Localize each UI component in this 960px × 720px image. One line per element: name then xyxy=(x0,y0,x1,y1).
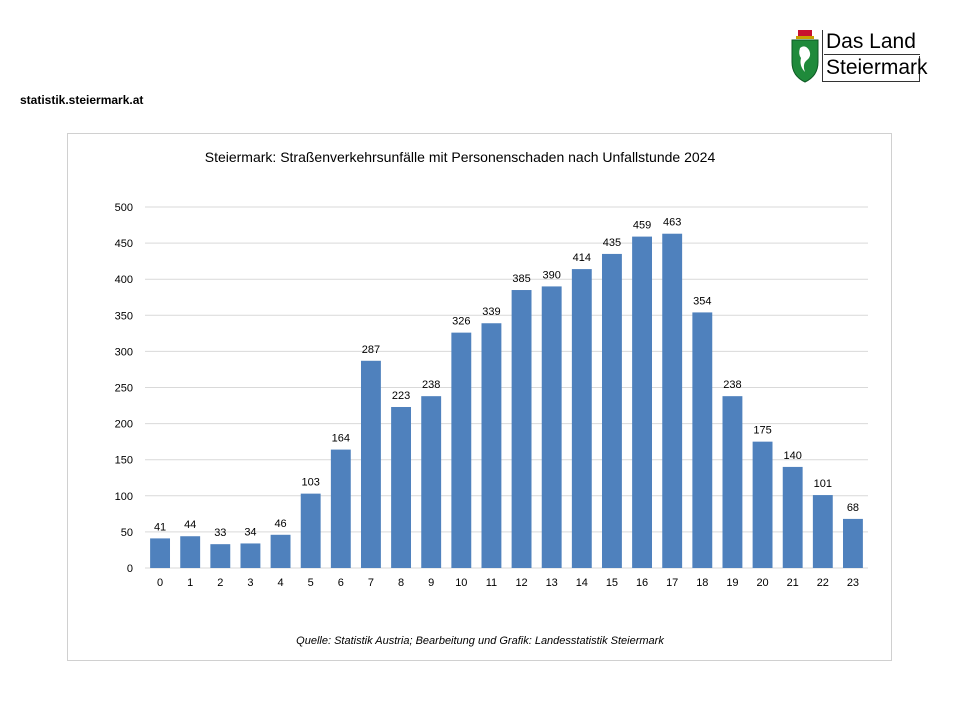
x-tick-label: 2 xyxy=(217,577,223,589)
bar xyxy=(571,269,592,568)
x-tick-label: 23 xyxy=(847,577,859,589)
data-label: 390 xyxy=(543,269,561,281)
x-tick-label: 14 xyxy=(576,577,588,589)
data-label: 354 xyxy=(693,295,711,307)
bar-chart: Steiermark: Straßenverkehrsunfälle mit P… xyxy=(115,149,868,647)
x-tick-label: 18 xyxy=(696,577,708,589)
y-tick-label: 350 xyxy=(115,310,133,322)
steiermark-crest-icon xyxy=(791,30,819,83)
x-tick-label: 15 xyxy=(606,577,618,589)
data-label: 46 xyxy=(274,518,286,530)
bar xyxy=(180,536,201,568)
bar xyxy=(391,406,412,568)
y-tick-label: 300 xyxy=(115,346,133,358)
y-tick-label: 50 xyxy=(121,527,133,539)
bar xyxy=(541,286,562,568)
bar xyxy=(360,360,381,568)
logo-text-line1: Das Land xyxy=(826,30,916,53)
bar xyxy=(692,312,713,568)
data-label: 101 xyxy=(814,478,832,490)
data-label: 287 xyxy=(362,344,380,356)
logo-text-line2: Steiermark xyxy=(826,56,928,79)
y-tick-label: 250 xyxy=(115,383,133,395)
data-label: 459 xyxy=(633,220,651,232)
x-tick-label: 6 xyxy=(338,577,344,589)
bar xyxy=(722,396,743,568)
bar xyxy=(451,332,472,568)
x-tick-label: 22 xyxy=(817,577,829,589)
bar xyxy=(240,543,261,568)
data-label: 175 xyxy=(753,425,771,437)
bar xyxy=(511,290,532,568)
y-tick-label: 200 xyxy=(115,419,133,431)
bar xyxy=(481,323,502,568)
bar xyxy=(812,495,833,568)
x-tick-label: 21 xyxy=(787,577,799,589)
data-label: 414 xyxy=(573,252,591,264)
chart-frame: Steiermark: Straßenverkehrsunfälle mit P… xyxy=(67,133,892,661)
data-label: 103 xyxy=(302,477,320,489)
x-tick-label: 20 xyxy=(756,577,768,589)
x-tick-label: 1 xyxy=(187,577,193,589)
data-label: 223 xyxy=(392,390,410,402)
y-tick-label: 0 xyxy=(127,563,133,575)
bar xyxy=(752,441,773,568)
data-label: 339 xyxy=(482,306,500,318)
y-tick-label: 100 xyxy=(115,491,133,503)
bar xyxy=(842,518,863,568)
bar xyxy=(270,534,291,568)
bar xyxy=(330,449,351,568)
bar xyxy=(300,493,321,568)
bar xyxy=(421,396,442,568)
data-label: 435 xyxy=(603,237,621,249)
y-tick-label: 500 xyxy=(115,202,133,214)
chart-title: Steiermark: Straßenverkehrsunfälle mit P… xyxy=(205,149,716,165)
data-label: 44 xyxy=(184,519,196,531)
x-tick-label: 9 xyxy=(428,577,434,589)
data-label: 34 xyxy=(244,526,256,538)
x-tick-label: 19 xyxy=(726,577,738,589)
chart-source: Quelle: Statistik Austria; Bearbeitung u… xyxy=(296,635,664,647)
bar xyxy=(632,236,653,568)
data-label: 463 xyxy=(663,217,681,229)
data-label: 238 xyxy=(422,379,440,391)
bar xyxy=(210,544,231,568)
data-label: 238 xyxy=(723,379,741,391)
x-tick-label: 7 xyxy=(368,577,374,589)
y-tick-label: 450 xyxy=(115,238,133,250)
x-tick-label: 8 xyxy=(398,577,404,589)
x-tick-label: 16 xyxy=(636,577,648,589)
x-tick-label: 4 xyxy=(278,577,284,589)
x-tick-label: 12 xyxy=(515,577,527,589)
bar xyxy=(662,233,683,568)
y-tick-label: 400 xyxy=(115,274,133,286)
data-label: 385 xyxy=(512,273,530,285)
x-tick-label: 0 xyxy=(157,577,163,589)
data-label: 41 xyxy=(154,521,166,533)
x-tick-label: 10 xyxy=(455,577,467,589)
data-label: 164 xyxy=(332,433,350,445)
x-tick-label: 11 xyxy=(486,577,497,589)
x-tick-label: 17 xyxy=(666,577,678,589)
y-tick-label: 150 xyxy=(115,455,133,467)
data-label: 33 xyxy=(214,527,226,539)
x-tick-label: 13 xyxy=(546,577,558,589)
site-url[interactable]: statistik.steiermark.at xyxy=(20,93,144,107)
x-tick-label: 5 xyxy=(308,577,314,589)
x-tick-label: 3 xyxy=(247,577,253,589)
land-steiermark-logo: Das Land Steiermark xyxy=(790,28,928,84)
bar xyxy=(601,253,622,568)
bar xyxy=(150,538,171,568)
bar xyxy=(782,466,803,568)
data-label: 68 xyxy=(847,502,859,514)
data-label: 140 xyxy=(784,450,802,462)
data-label: 326 xyxy=(452,316,470,328)
